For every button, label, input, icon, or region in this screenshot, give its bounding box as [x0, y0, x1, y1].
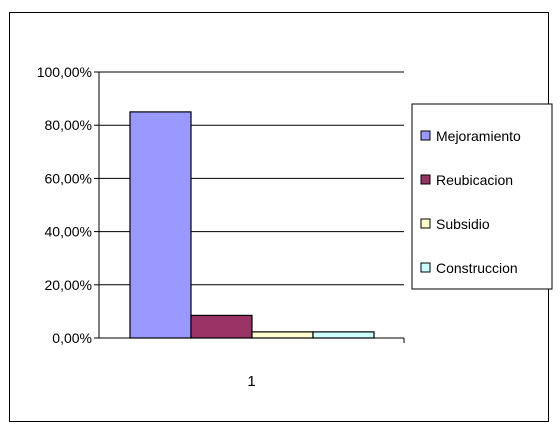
legend-label: Reubicacion	[436, 172, 513, 188]
legend-label: Construccion	[436, 260, 518, 276]
y-tick-label: 100,00%	[37, 64, 92, 80]
legend-label: Subsidio	[436, 216, 490, 232]
bar-reubicacion	[190, 314, 253, 339]
legend: Mejoramiento Reubicacion Subsidio Construcc…	[411, 103, 553, 290]
bar-mejoramiento	[129, 111, 192, 339]
legend-box	[411, 103, 553, 290]
y-tick-label: 40,00%	[45, 224, 92, 240]
y-tick-label: 80,00%	[45, 117, 92, 133]
y-tick-label: 20,00%	[45, 277, 92, 293]
y-tick-label: 0,00%	[52, 330, 92, 346]
bars	[129, 111, 375, 339]
legend-swatch	[420, 218, 431, 229]
legend-label: Mejoramiento	[436, 128, 521, 144]
y-tick-label: 60,00%	[45, 170, 92, 186]
axes: 0,00% 20,00% 40,00% 60,00% 80,00% 100,00% 1	[37, 64, 405, 390]
bar-subsidio	[251, 331, 314, 339]
legend-swatch	[420, 262, 431, 273]
legend-swatch	[420, 130, 431, 141]
x-category-label: 1	[247, 373, 255, 390]
bar-construccion	[312, 331, 375, 339]
legend-swatch	[420, 174, 431, 185]
